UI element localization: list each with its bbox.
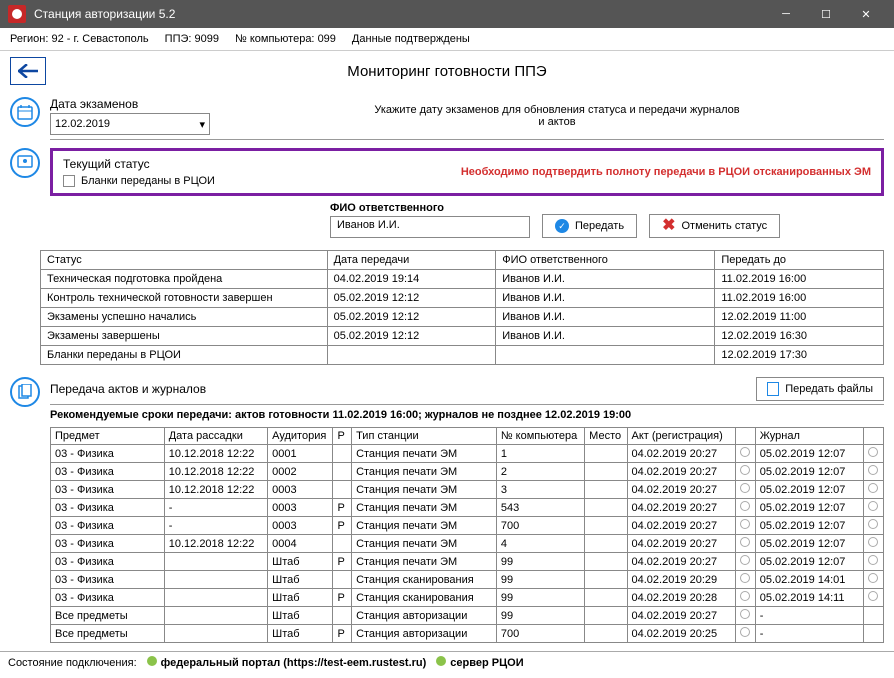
status-circle-icon <box>740 501 750 511</box>
blanks-sent-label: Бланки переданы в РЦОИ <box>81 175 215 187</box>
table-row[interactable]: Техническая подготовка пройдена04.02.201… <box>41 270 884 289</box>
status-circle-icon <box>868 573 878 583</box>
server-status-dot <box>436 656 446 666</box>
recommended-deadlines: Рекомендуемые сроки передачи: актов гото… <box>50 409 884 421</box>
window-title: Станция авторизации 5.2 <box>34 7 766 21</box>
chevron-down-icon: ▾ <box>199 118 205 131</box>
portal-status-dot <box>147 656 157 666</box>
send-files-button[interactable]: Передать файлы <box>756 377 884 401</box>
table-row[interactable]: 03 - Физика-0003РСтанция печати ЭМ70004.… <box>51 517 884 535</box>
calendar-icon <box>10 97 40 127</box>
table-row[interactable]: 03 - ФизикаШтабРСтанция сканирования9904… <box>51 589 884 607</box>
status-highlight: Текущий статус Бланки переданы в РЦОИ Не… <box>50 148 884 196</box>
table-header: Акт (регистрация) <box>627 428 736 445</box>
table-row[interactable]: Все предметыШтабРСтанция авторизации7000… <box>51 625 884 643</box>
status-circle-icon <box>868 447 878 457</box>
status-circle-icon <box>740 519 750 529</box>
date-hint: Укажите дату экзаменов для обновления ст… <box>230 104 884 128</box>
status-circle-icon <box>868 591 878 601</box>
table-header: Дата передачи <box>327 251 496 270</box>
journals-table: ПредметДата рассадкиАудиторияРТип станци… <box>50 427 884 643</box>
table-header: Тип станции <box>352 428 497 445</box>
status-table: СтатусДата передачиФИО ответственногоПер… <box>40 250 884 365</box>
table-header: Аудитория <box>268 428 333 445</box>
table-header: № компьютера <box>496 428 584 445</box>
table-header: Р <box>333 428 352 445</box>
table-header: Статус <box>41 251 328 270</box>
status-icon <box>10 148 40 178</box>
maximize-button[interactable]: ☐ <box>806 0 846 28</box>
page-title: Мониторинг готовности ППЭ <box>46 63 848 80</box>
cancel-icon: ✖ <box>662 219 675 233</box>
responsible-label: ФИО ответственного <box>330 202 530 214</box>
table-header <box>736 428 756 445</box>
table-header: Дата рассадки <box>164 428 267 445</box>
exam-date-select[interactable]: 12.02.2019 ▾ <box>50 113 210 135</box>
table-row[interactable]: Экзамены успешно начались05.02.2019 12:1… <box>41 308 884 327</box>
status-circle-icon <box>740 591 750 601</box>
table-row[interactable]: Контроль технической готовности завершен… <box>41 289 884 308</box>
table-header: Журнал <box>755 428 864 445</box>
status-circle-icon <box>868 555 878 565</box>
status-circle-icon <box>868 465 878 475</box>
table-row[interactable]: Бланки переданы в РЦОИ12.02.2019 17:30 <box>41 346 884 365</box>
journals-icon <box>10 377 40 407</box>
blanks-sent-checkbox[interactable] <box>63 175 75 187</box>
current-status-title: Текущий статус <box>63 157 215 171</box>
status-circle-icon <box>868 501 878 511</box>
table-row[interactable]: 03 - ФизикаШтабРСтанция печати ЭМ9904.02… <box>51 553 884 571</box>
table-row[interactable]: 03 - Физика10.12.2018 12:220001Станция п… <box>51 445 884 463</box>
cancel-status-button[interactable]: ✖ Отменить статус <box>649 214 780 238</box>
status-warning: Необходимо подтвердить полноту передачи … <box>235 166 871 178</box>
status-circle-icon <box>740 573 750 583</box>
table-row[interactable]: 03 - ФизикаШтабСтанция сканирования9904.… <box>51 571 884 589</box>
back-button[interactable] <box>10 57 46 85</box>
app-icon <box>8 5 26 23</box>
table-header: ФИО ответственного <box>496 251 715 270</box>
send-button[interactable]: ✓ Передать <box>542 214 637 238</box>
table-row[interactable]: 03 - Физика10.12.2018 12:220002Станция п… <box>51 463 884 481</box>
document-icon <box>767 382 779 396</box>
exam-date-label: Дата экзаменов <box>50 97 210 111</box>
status-circle-icon <box>740 627 750 637</box>
table-header: Предмет <box>51 428 165 445</box>
table-row[interactable]: 03 - Физика10.12.2018 12:220004Станция п… <box>51 535 884 553</box>
table-row[interactable]: Все предметыШтабСтанция авторизации9904.… <box>51 607 884 625</box>
status-circle-icon <box>868 519 878 529</box>
status-bar: Состояние подключения: федеральный порта… <box>0 651 894 673</box>
table-row[interactable]: 03 - Физика-0003РСтанция печати ЭМ54304.… <box>51 499 884 517</box>
table-header: Место <box>585 428 627 445</box>
status-circle-icon <box>740 609 750 619</box>
close-button[interactable]: ✕ <box>846 0 886 28</box>
table-header <box>864 428 884 445</box>
table-row[interactable]: 03 - Физика10.12.2018 12:220003Станция п… <box>51 481 884 499</box>
status-circle-icon <box>740 465 750 475</box>
responsible-input[interactable]: Иванов И.И. <box>330 216 530 238</box>
status-circle-icon <box>868 537 878 547</box>
title-bar: Станция авторизации 5.2 ─ ☐ ✕ <box>0 0 894 28</box>
table-row[interactable]: Экзамены завершены05.02.2019 12:12Иванов… <box>41 327 884 346</box>
info-bar: Регион: 92 - г. Севастополь ППЭ: 9099 № … <box>0 28 894 51</box>
status-circle-icon <box>740 537 750 547</box>
minimize-button[interactable]: ─ <box>766 0 806 28</box>
status-circle-icon <box>740 555 750 565</box>
status-circle-icon <box>868 483 878 493</box>
status-circle-icon <box>740 447 750 457</box>
status-circle-icon <box>740 483 750 493</box>
table-header: Передать до <box>715 251 884 270</box>
journals-title: Передача актов и журналов <box>50 382 206 396</box>
check-icon: ✓ <box>555 219 569 233</box>
